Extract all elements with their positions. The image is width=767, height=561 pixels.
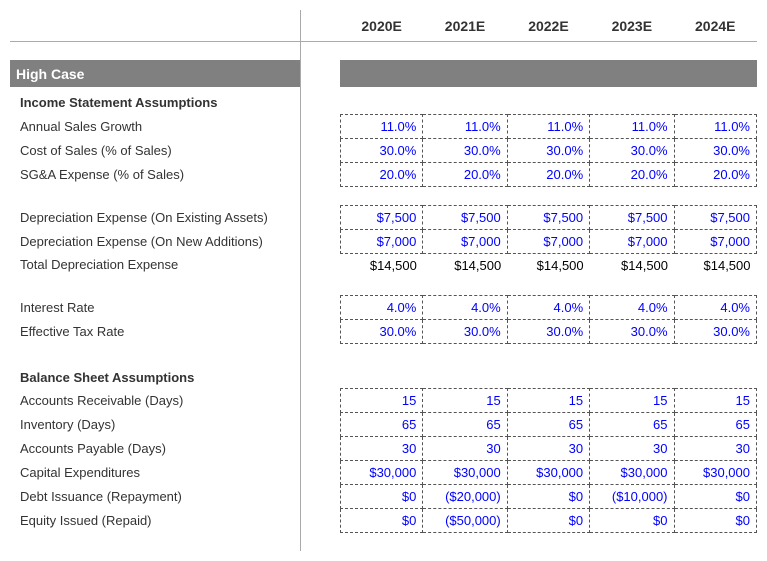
cell[interactable]: ($20,000) <box>423 485 507 509</box>
cell[interactable]: 65 <box>674 413 756 437</box>
cell[interactable]: 11.0% <box>590 114 674 138</box>
cell: $14,500 <box>507 253 589 277</box>
cell[interactable]: $7,500 <box>674 205 756 229</box>
cell: $14,500 <box>590 253 674 277</box>
cell[interactable]: 20.0% <box>590 162 674 186</box>
cell[interactable]: 4.0% <box>423 295 507 319</box>
cell[interactable]: 30.0% <box>590 319 674 343</box>
cell[interactable]: 15 <box>590 389 674 413</box>
row-debt: Debt Issuance (Repayment) $0 ($20,000) $… <box>10 485 757 509</box>
cell[interactable]: 30 <box>340 437 422 461</box>
row-cost-of-sales: Cost of Sales (% of Sales) 30.0% 30.0% 3… <box>10 138 757 162</box>
year-header-row: 2020E 2021E 2022E 2023E 2024E <box>10 10 757 42</box>
year-2024: 2024E <box>674 10 756 42</box>
cell[interactable]: 30.0% <box>674 319 756 343</box>
cell[interactable]: 20.0% <box>423 162 507 186</box>
cell[interactable]: 15 <box>423 389 507 413</box>
row-dep-existing: Depreciation Expense (On Existing Assets… <box>10 205 757 229</box>
cell[interactable]: 65 <box>507 413 589 437</box>
cell[interactable]: $30,000 <box>340 461 422 485</box>
cell[interactable]: 30.0% <box>340 319 422 343</box>
cell[interactable]: 30.0% <box>340 138 422 162</box>
cell: $14,500 <box>340 253 422 277</box>
cell[interactable]: $7,000 <box>340 229 422 253</box>
cell[interactable]: 15 <box>674 389 756 413</box>
balance-section-header: Balance Sheet Assumptions <box>10 362 757 389</box>
case-header: High Case <box>10 60 757 87</box>
cell[interactable]: $7,500 <box>423 205 507 229</box>
cell[interactable]: $30,000 <box>423 461 507 485</box>
row-sales-growth: Annual Sales Growth 11.0% 11.0% 11.0% 11… <box>10 114 757 138</box>
cell[interactable]: 30.0% <box>590 138 674 162</box>
row-sga: SG&A Expense (% of Sales) 20.0% 20.0% 20… <box>10 162 757 186</box>
cell[interactable]: 30.0% <box>507 319 589 343</box>
cell[interactable]: 30 <box>674 437 756 461</box>
cell[interactable]: ($10,000) <box>590 485 674 509</box>
cell[interactable]: 30 <box>507 437 589 461</box>
cell[interactable]: $7,500 <box>507 205 589 229</box>
cell[interactable]: 20.0% <box>674 162 756 186</box>
cell[interactable]: 4.0% <box>340 295 422 319</box>
income-section-header: Income Statement Assumptions <box>10 87 757 114</box>
cell[interactable]: 20.0% <box>507 162 589 186</box>
cell[interactable]: 11.0% <box>423 114 507 138</box>
cell[interactable]: 11.0% <box>340 114 422 138</box>
row-interest: Interest Rate 4.0% 4.0% 4.0% 4.0% 4.0% <box>10 295 757 319</box>
cell[interactable]: 11.0% <box>674 114 756 138</box>
cell: $14,500 <box>423 253 507 277</box>
cell[interactable]: $0 <box>507 509 589 533</box>
cell[interactable]: 30.0% <box>423 138 507 162</box>
cell[interactable]: 65 <box>340 413 422 437</box>
year-2022: 2022E <box>507 10 589 42</box>
cell[interactable]: 30.0% <box>507 138 589 162</box>
cell[interactable]: $0 <box>674 509 756 533</box>
cell[interactable]: $7,000 <box>423 229 507 253</box>
cell[interactable]: $7,000 <box>674 229 756 253</box>
cell[interactable]: $30,000 <box>507 461 589 485</box>
cell[interactable]: $30,000 <box>590 461 674 485</box>
cell[interactable]: 4.0% <box>590 295 674 319</box>
cell[interactable]: 65 <box>590 413 674 437</box>
row-dep-new: Depreciation Expense (On New Additions) … <box>10 229 757 253</box>
cell[interactable]: $0 <box>340 485 422 509</box>
cell[interactable]: $7,500 <box>340 205 422 229</box>
assumptions-table: 2020E 2021E 2022E 2023E 2024E High Case … <box>10 10 757 551</box>
cell[interactable]: 30.0% <box>423 319 507 343</box>
cell[interactable]: 15 <box>507 389 589 413</box>
cell[interactable]: $30,000 <box>674 461 756 485</box>
cell[interactable]: $0 <box>674 485 756 509</box>
cell[interactable]: 11.0% <box>507 114 589 138</box>
cell[interactable]: $7,500 <box>590 205 674 229</box>
cell[interactable]: $7,000 <box>507 229 589 253</box>
cell: $14,500 <box>674 253 756 277</box>
cell[interactable]: $7,000 <box>590 229 674 253</box>
row-ap: Accounts Payable (Days) 30 30 30 30 30 <box>10 437 757 461</box>
year-2021: 2021E <box>423 10 507 42</box>
cell[interactable]: $0 <box>340 509 422 533</box>
row-equity: Equity Issued (Repaid) $0 ($50,000) $0 $… <box>10 509 757 533</box>
cell[interactable]: 65 <box>423 413 507 437</box>
cell[interactable]: $0 <box>590 509 674 533</box>
cell[interactable]: ($50,000) <box>423 509 507 533</box>
row-ar: Accounts Receivable (Days) 15 15 15 15 1… <box>10 389 757 413</box>
cell[interactable]: $0 <box>507 485 589 509</box>
row-capex: Capital Expenditures $30,000 $30,000 $30… <box>10 461 757 485</box>
case-title: High Case <box>10 60 300 87</box>
year-2023: 2023E <box>590 10 674 42</box>
row-dep-total: Total Depreciation Expense $14,500 $14,5… <box>10 253 757 277</box>
cell[interactable]: 20.0% <box>340 162 422 186</box>
year-2020: 2020E <box>340 10 422 42</box>
cell[interactable]: 30.0% <box>674 138 756 162</box>
cell[interactable]: 4.0% <box>674 295 756 319</box>
cell[interactable]: 4.0% <box>507 295 589 319</box>
cell[interactable]: 30 <box>590 437 674 461</box>
row-tax: Effective Tax Rate 30.0% 30.0% 30.0% 30.… <box>10 319 757 343</box>
row-inventory: Inventory (Days) 65 65 65 65 65 <box>10 413 757 437</box>
cell[interactable]: 30 <box>423 437 507 461</box>
cell[interactable]: 15 <box>340 389 422 413</box>
